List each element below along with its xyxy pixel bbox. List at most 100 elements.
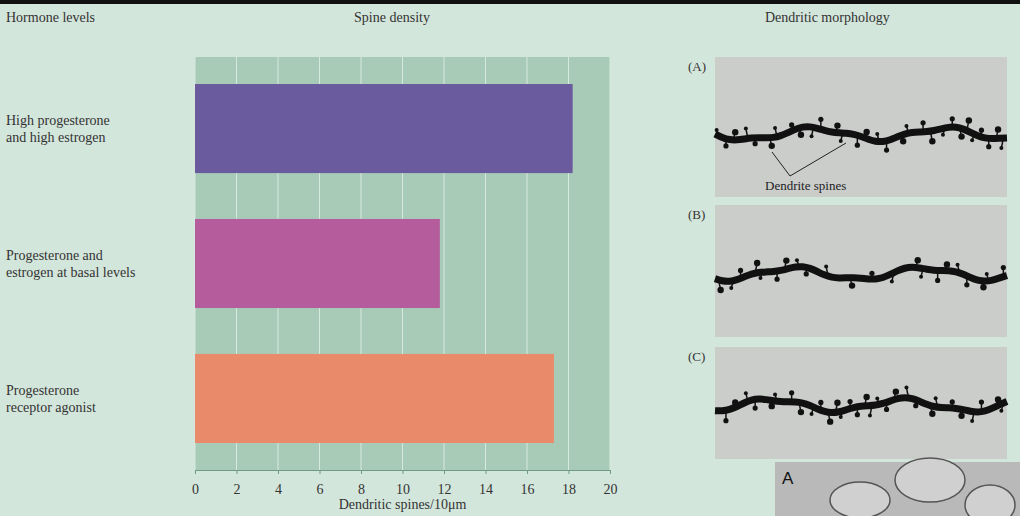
spine-head — [717, 287, 723, 293]
tick: 2 — [234, 470, 241, 497]
tick: 12 — [438, 470, 452, 497]
spine-head — [753, 405, 758, 410]
spine-head — [753, 141, 758, 146]
tick-mark — [403, 470, 404, 474]
spine-head — [758, 276, 762, 280]
spine-head — [920, 120, 925, 125]
spine-head — [774, 277, 779, 282]
tick: 6 — [317, 470, 324, 497]
spine-head — [804, 271, 809, 276]
category-label: Progesterone andestrogen at basal levels — [6, 248, 135, 280]
tick-label: 8 — [358, 482, 365, 497]
spine-head — [715, 128, 719, 132]
spine-head — [818, 117, 823, 122]
tick-label: 4 — [275, 482, 282, 497]
spine-head — [855, 412, 860, 417]
spine-head — [904, 124, 908, 128]
spine-head — [839, 415, 843, 419]
spine-head — [935, 278, 940, 283]
x-axis: 02468101214161820 — [192, 470, 618, 497]
tick-mark — [527, 470, 528, 474]
chart: 02468101214161820Dendritic spines/10μmSp… — [0, 0, 1020, 516]
inset-membrane — [895, 458, 965, 502]
inset-membrane — [830, 482, 890, 516]
spine-head — [934, 396, 938, 400]
tick: 18 — [562, 470, 576, 497]
tick-mark — [237, 470, 238, 474]
spine-head — [847, 399, 852, 404]
spine-head — [995, 396, 1001, 402]
spine-head — [744, 391, 748, 395]
spine-head — [869, 271, 874, 276]
spine-head — [769, 403, 775, 409]
spine-head — [789, 122, 794, 127]
tick-label: 18 — [562, 482, 576, 497]
category-label: Progesteronereceptor agonist — [6, 383, 96, 415]
micrograph — [715, 57, 1007, 197]
y-header: Hormone levels — [6, 10, 95, 25]
category-label: High progesteroneand high estrogen — [6, 113, 110, 145]
top-strip — [0, 0, 1020, 4]
tick: 8 — [358, 470, 365, 497]
spine-head — [890, 280, 894, 284]
spine-head — [904, 386, 908, 390]
panel-label: (A) — [688, 59, 706, 74]
panel-title: Dendritic morphology — [765, 10, 890, 25]
spine-head — [999, 409, 1003, 413]
spine-head — [798, 132, 804, 138]
spine-head — [783, 257, 789, 263]
spine-head — [732, 129, 738, 135]
spine-head — [810, 134, 814, 138]
tick: 10 — [396, 470, 410, 497]
micrograph-bg — [715, 205, 1007, 337]
grid — [195, 57, 610, 470]
spine-head — [789, 390, 794, 395]
spine-head — [958, 133, 964, 139]
spine-head — [855, 143, 860, 148]
spine-head — [834, 400, 840, 406]
spine-head — [744, 126, 748, 130]
tick-label: 14 — [479, 482, 493, 497]
dendrite — [715, 398, 1007, 413]
spine-head — [773, 392, 777, 396]
tick-mark — [486, 470, 487, 474]
tick-mark — [569, 470, 570, 474]
tick: 14 — [479, 470, 493, 497]
spine-head — [795, 258, 799, 262]
spine-head — [986, 144, 991, 149]
plot-area — [195, 57, 610, 470]
spine-head — [875, 132, 879, 136]
spine-head — [979, 128, 984, 133]
panel-label: (C) — [688, 349, 705, 364]
tick-mark — [195, 470, 196, 474]
inset: A — [775, 458, 1020, 516]
background — [0, 0, 1020, 516]
micrograph — [715, 347, 1007, 459]
spine-head — [970, 419, 974, 423]
tick-label: 6 — [317, 482, 324, 497]
tick-mark — [320, 470, 321, 474]
spine-head — [893, 388, 899, 394]
spine-head — [868, 414, 872, 418]
spine-head — [875, 397, 879, 401]
leader-line — [772, 152, 790, 176]
spine-head — [839, 139, 843, 143]
spine-head — [915, 257, 921, 263]
spine-head — [956, 263, 960, 267]
tick: 4 — [275, 470, 282, 497]
bar — [195, 84, 573, 173]
spine-head — [818, 400, 823, 405]
annotation: Dendrite spines — [765, 178, 846, 193]
micrograph-bg — [715, 347, 1007, 459]
micrograph — [715, 205, 1007, 337]
spine-head — [980, 284, 986, 290]
spine-head — [863, 394, 869, 400]
bars — [195, 84, 573, 443]
spine-head — [985, 272, 989, 276]
bar — [195, 219, 440, 308]
spine-head — [729, 286, 733, 290]
spine-head — [919, 275, 923, 279]
spine-head — [723, 143, 728, 148]
spine-head — [941, 133, 945, 137]
tick: 0 — [192, 470, 199, 497]
